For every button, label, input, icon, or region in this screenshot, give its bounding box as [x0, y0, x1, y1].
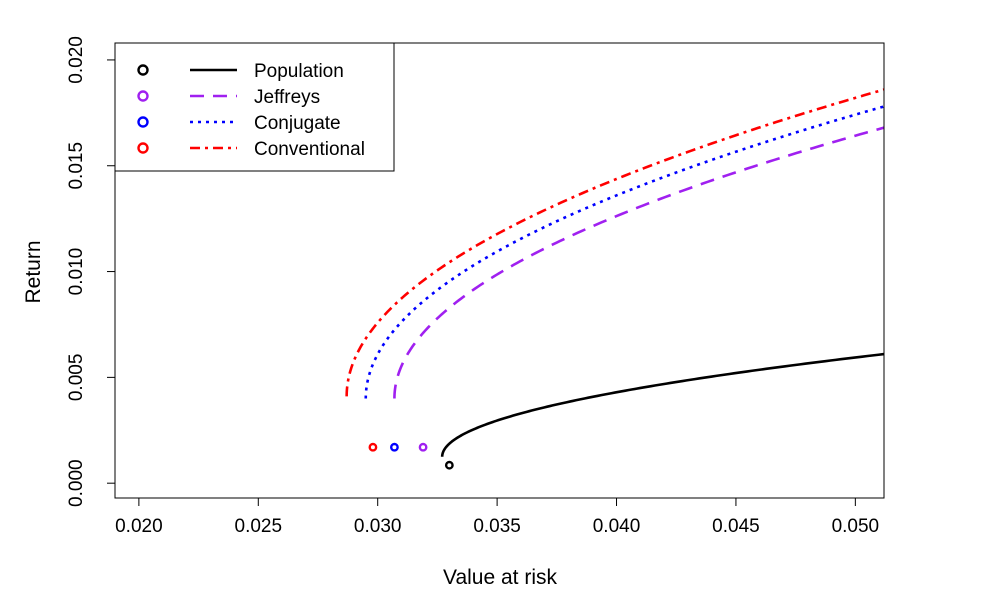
plot-marks	[345, 88, 885, 470]
axes: 0.020 0.025 0.030 0.035 0.040 0.045 0.050 0.000…	[66, 36, 885, 537]
legend-marker-population	[137, 64, 149, 76]
legend-label-conventional: Conventional	[254, 139, 365, 160]
x-axis-label: Value at risk	[443, 566, 557, 589]
legend-box	[114, 42, 395, 172]
y-tick-label: 0.020	[66, 36, 87, 84]
legend-marker-conventional	[137, 142, 149, 154]
series-line-population	[440, 352, 885, 457]
series-line-conventional	[345, 88, 885, 397]
series-point-conjugate	[390, 442, 399, 452]
series-line-jeffreys	[393, 126, 885, 399]
x-tick-label: 0.025	[235, 516, 283, 537]
legend-marker-conjugate	[137, 116, 149, 128]
series-point-conventional	[368, 442, 378, 452]
plot-frame	[114, 42, 885, 499]
x-tick-label: 0.030	[354, 516, 402, 537]
x-tick-label: 0.045	[712, 516, 760, 537]
x-tick-label: 0.040	[593, 516, 641, 537]
y-tick-label: 0.000	[66, 459, 87, 507]
x-tick-label: 0.035	[473, 516, 521, 537]
legend-label-conjugate: Conjugate	[254, 113, 341, 134]
y-axis-label: Return	[22, 240, 45, 303]
series-point-jeffreys	[418, 442, 428, 452]
y-tick-label: 0.015	[66, 142, 87, 190]
x-tick-label: 0.050	[832, 516, 880, 537]
legend-label-population: Population	[254, 61, 344, 82]
legend-label-jeffreys: Jeffreys	[254, 87, 320, 108]
x-tick-label: 0.020	[115, 516, 163, 537]
y-tick-label: 0.010	[66, 248, 87, 296]
legend: Population Jeffreys Conjugate Conventional	[114, 42, 395, 172]
legend-marker-jeffreys	[137, 90, 149, 102]
y-tick-label: 0.005	[66, 354, 87, 402]
series-point-population	[444, 460, 454, 470]
